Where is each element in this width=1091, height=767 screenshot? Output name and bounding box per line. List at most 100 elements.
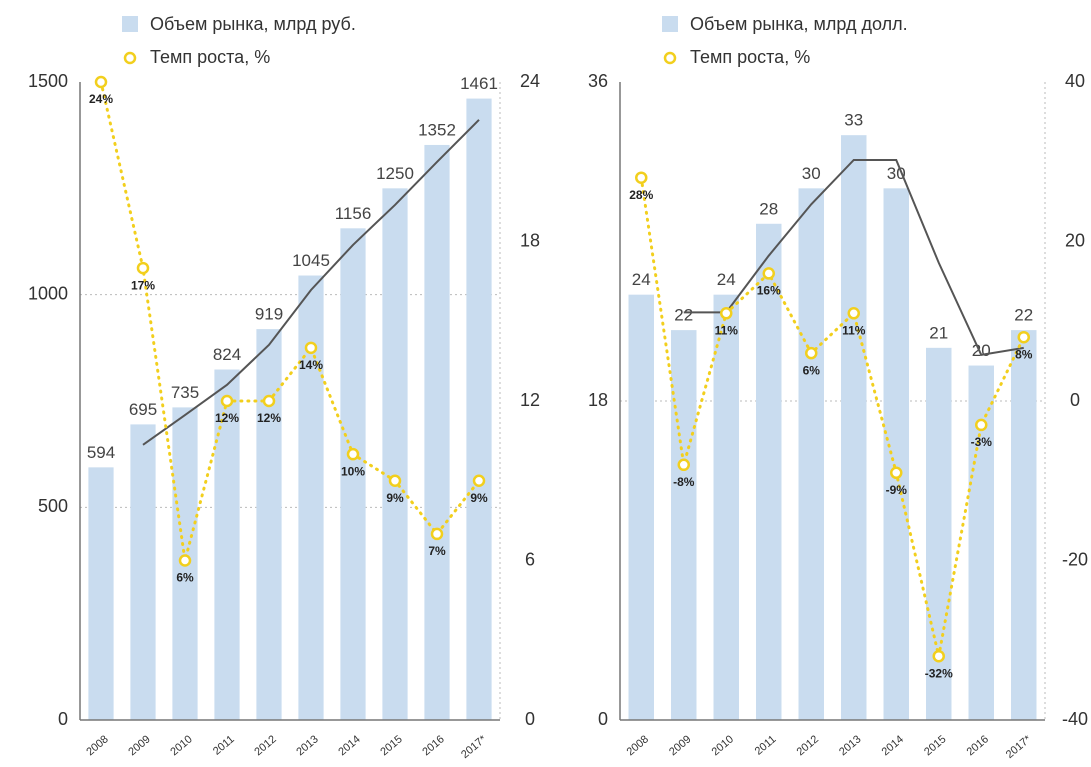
legend-label: Темп роста, % (690, 47, 810, 67)
bar-value-label: 1461 (460, 74, 498, 93)
x-tick-label: 2015 (378, 733, 404, 758)
y-tick-label: 0 (598, 709, 608, 729)
growth-label: -8% (673, 475, 695, 489)
bar-value-label: 1045 (292, 251, 330, 270)
y2-tick-label: -40 (1062, 709, 1088, 729)
x-tick-label: 2010 (710, 733, 736, 758)
bar (424, 144, 450, 720)
growth-label: 10% (341, 464, 365, 478)
bar-value-label: 735 (171, 383, 199, 402)
growth-label: 9% (386, 491, 404, 505)
x-tick-label: 2009 (667, 733, 693, 758)
legend-swatch (662, 16, 678, 32)
x-tick-label: 2009 (126, 733, 152, 758)
growth-label: 12% (215, 411, 239, 425)
x-tick-label: 2013 (837, 733, 863, 758)
trend-line (142, 119, 480, 446)
growth-label: 28% (629, 188, 653, 202)
bar (713, 294, 739, 720)
bar-value-label: 30 (887, 164, 906, 183)
legend-swatch (122, 16, 138, 32)
growth-point (94, 75, 108, 89)
growth-label: -32% (925, 666, 953, 680)
bar-value-label: 1250 (376, 164, 414, 183)
legend-label: Объем рынка, млрд руб. (150, 14, 356, 34)
bar (841, 135, 867, 720)
growth-label: 8% (1015, 347, 1033, 361)
x-tick-label: 2011 (211, 733, 237, 757)
bar (466, 98, 492, 720)
x-tick-label: 2016 (420, 733, 446, 758)
x-tick-label: 2008 (625, 733, 651, 758)
bar-value-label: 22 (674, 306, 693, 325)
growth-point (136, 261, 150, 275)
trend-line (683, 158, 1024, 357)
y2-tick-label: 18 (520, 230, 540, 250)
y2-tick-label: 0 (1070, 390, 1080, 410)
chart: 0 500 1000 1500 0 6 12 18 24 594 695 735 824 919 1045 1… (28, 14, 540, 761)
growth-point (677, 458, 690, 472)
growth-point (762, 267, 775, 280)
growth-point (220, 394, 234, 408)
x-tick-label: 2010 (168, 733, 194, 758)
y2-tick-label: 12 (520, 390, 540, 410)
bar (130, 424, 156, 720)
bar (382, 188, 408, 721)
growth-label: -3% (971, 435, 993, 449)
bar (340, 228, 366, 720)
y-tick-label: 1500 (28, 71, 68, 91)
y-tick-label: 0 (58, 709, 68, 729)
growth-label: 24% (89, 92, 113, 106)
growth-point (720, 307, 733, 320)
x-tick-label: 2011 (753, 733, 779, 757)
y2-tick-label: 6 (525, 549, 535, 569)
growth-line (99, 80, 481, 561)
bar-value-label: 20 (972, 341, 991, 360)
y2-tick-label: 0 (525, 709, 535, 729)
bar-value-label: 24 (717, 270, 736, 289)
growth-line (639, 176, 1026, 657)
bar-value-label: 22 (1014, 306, 1033, 325)
bar-value-label: 33 (844, 111, 863, 130)
growth-label: 7% (428, 544, 446, 558)
growth-label: 12% (257, 411, 281, 425)
bar-value-label: 919 (255, 305, 283, 324)
x-tick-label: 2015 (922, 733, 948, 758)
bar (1011, 330, 1037, 720)
legend-marker (663, 51, 677, 65)
x-tick-label: 2014 (880, 733, 906, 758)
growth-point (430, 527, 444, 541)
growth-label: 6% (176, 571, 194, 585)
y2-tick-label: 20 (1065, 230, 1085, 250)
x-tick-label: 2017* (459, 733, 489, 761)
x-tick-label: 2012 (795, 733, 821, 758)
growth-label: 11% (715, 323, 739, 337)
bar-value-label: 30 (802, 164, 821, 183)
bar (883, 188, 909, 721)
growth-label: 17% (131, 278, 155, 292)
growth-label: 9% (470, 491, 488, 505)
y2-tick-label: -20 (1062, 549, 1088, 569)
growth-point (388, 474, 402, 487)
growth-label: 6% (803, 363, 821, 377)
bar (926, 347, 952, 720)
bar-value-label: 21 (929, 323, 948, 342)
bar (628, 294, 654, 720)
y-tick-label: 500 (38, 496, 68, 516)
x-tick-label: 2014 (336, 733, 362, 758)
growth-point (472, 474, 486, 487)
bar-value-label: 24 (632, 270, 651, 289)
growth-point (932, 649, 945, 663)
growth-point (304, 341, 318, 355)
bar (256, 329, 282, 720)
bar (88, 467, 114, 720)
growth-point (262, 394, 276, 408)
bar (671, 330, 697, 720)
legend-label: Темп роста, % (150, 47, 270, 67)
growth-label: -9% (886, 483, 908, 497)
bar-value-label: 695 (129, 400, 157, 419)
y2-tick-label: 24 (520, 71, 540, 91)
y-tick-label: 1000 (28, 283, 68, 303)
legend-label: Объем рынка, млрд долл. (690, 14, 908, 34)
